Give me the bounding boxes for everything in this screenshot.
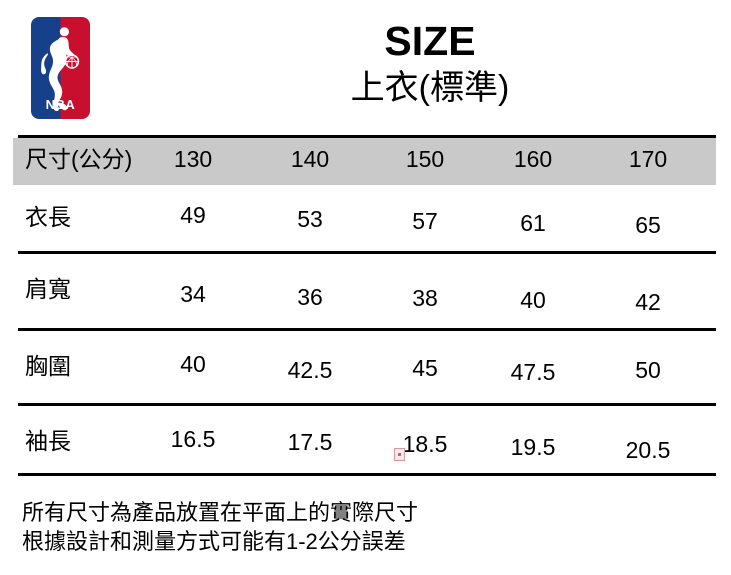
broken-image-icon [394, 448, 405, 461]
cell-shoulder-width-130: 34 [180, 281, 206, 307]
table-rule-1 [18, 251, 716, 254]
footnote-line-1: 所有尺寸為產品放置在平面上的實際尺寸 [22, 500, 419, 525]
cell-body-length-150: 57 [412, 208, 438, 234]
table-header-row: 尺寸(公分) 130 140 150 160 170 [13, 142, 718, 182]
cell-sleeve-length-150: 18.5 [402, 431, 448, 457]
cell-sleeve-length-140: 17.5 [287, 429, 333, 455]
footnote-line-2: 根據設計和測量方式可能有1-2公分誤差 [22, 529, 406, 554]
row-label-body-length: 衣長 [25, 204, 71, 230]
page-title: SIZE [384, 18, 476, 64]
chart-title-block: SIZE 上衣(標準) [240, 18, 620, 110]
header-size-140: 140 [290, 146, 330, 172]
header-size-150: 150 [405, 146, 445, 172]
cell-body-length-140: 53 [297, 206, 323, 232]
header-size-130: 130 [173, 146, 213, 172]
cell-shoulder-width-150: 38 [412, 285, 438, 311]
table-row: 肩寬 34 36 38 40 42 [13, 275, 718, 315]
cell-chest-140: 42.5 [287, 357, 333, 383]
nba-logo-icon: NBA [31, 17, 90, 119]
footnote: 所有尺寸為產品放置在平面上的實際尺寸 根據設計和測量方式可能有1-2公分誤差 [22, 498, 622, 556]
header-size-160: 160 [513, 146, 553, 172]
cell-chest-150: 45 [412, 355, 438, 381]
row-label-shoulder-width: 肩寬 [25, 276, 71, 302]
table-rule-3 [18, 403, 716, 406]
cell-shoulder-width-140: 36 [297, 284, 323, 310]
header-label: 尺寸(公分) [25, 146, 133, 172]
table-row: 衣長 49 53 57 61 65 [13, 200, 718, 240]
cell-shoulder-width-170: 42 [635, 289, 661, 315]
row-label-chest: 胸圍 [25, 353, 71, 379]
cell-chest-160: 47.5 [510, 359, 556, 385]
table-rule-2 [18, 328, 716, 331]
cell-sleeve-length-130: 16.5 [170, 426, 216, 452]
svg-text:NBA: NBA [46, 97, 76, 112]
table-rule-bottom [18, 473, 716, 476]
cell-chest-130: 40 [180, 351, 206, 377]
cell-body-length-160: 61 [520, 210, 546, 236]
cell-sleeve-length-160: 19.5 [510, 434, 556, 460]
cell-sleeve-length-170: 20.5 [625, 437, 671, 463]
table-row: 胸圍 40 42.5 45 47.5 50 [13, 349, 718, 389]
header-size-170: 170 [628, 146, 668, 172]
cell-body-length-170: 65 [635, 212, 661, 238]
table-row: 袖長 16.5 17.5 18.5 19.5 20.5 [13, 424, 718, 464]
table-header-background [13, 138, 716, 185]
cell-body-length-130: 49 [180, 202, 206, 228]
row-label-sleeve-length: 袖長 [25, 428, 71, 454]
page-subtitle: 上衣(標準) [350, 69, 510, 107]
table-rule-top [18, 135, 716, 138]
cell-chest-170: 50 [635, 357, 661, 383]
cell-shoulder-width-160: 40 [520, 287, 546, 313]
